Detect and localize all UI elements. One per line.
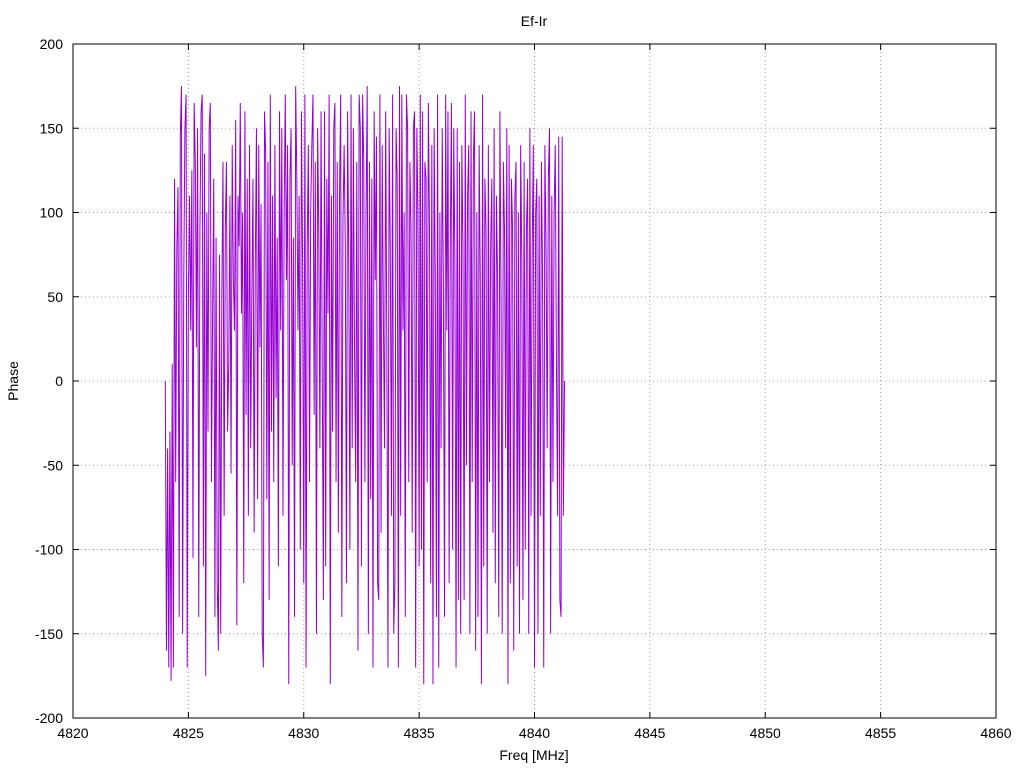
y-tick-label: 150 xyxy=(40,120,64,136)
x-tick-label: 4850 xyxy=(750,725,781,741)
x-tick-label: 4830 xyxy=(288,725,319,741)
x-axis-title: Freq [MHz] xyxy=(499,747,568,763)
y-tick-label: -50 xyxy=(43,457,63,473)
y-tick-label: 200 xyxy=(40,36,64,52)
y-tick-labels: -200 -150 -100 -50 0 50 100 150 200 xyxy=(35,36,63,726)
x-tick-label: 4845 xyxy=(634,725,665,741)
x-tick-label: 4835 xyxy=(404,725,435,741)
x-tick-labels: 4820 4825 4830 4835 4840 4845 4850 4855 4860 xyxy=(57,725,1011,741)
x-tick-label: 4860 xyxy=(980,725,1011,741)
y-tick-label: -100 xyxy=(35,542,63,558)
x-tick-label: 4825 xyxy=(173,725,204,741)
y-tick-label: -200 xyxy=(35,710,63,726)
x-tick-label: 4855 xyxy=(865,725,896,741)
series-group xyxy=(164,86,565,685)
y-tick-label: 100 xyxy=(40,205,64,221)
y-tick-label: 0 xyxy=(55,373,63,389)
y-axis-title: Phase xyxy=(5,361,21,401)
x-tick-label: 4820 xyxy=(57,725,88,741)
y-tick-label: 50 xyxy=(47,289,63,305)
chart-title: Ef-Ir xyxy=(521,13,548,29)
axis-ticks xyxy=(72,43,997,719)
phase-series-line xyxy=(164,86,565,685)
x-tick-label: 4840 xyxy=(519,725,550,741)
y-tick-label: -150 xyxy=(35,626,63,642)
